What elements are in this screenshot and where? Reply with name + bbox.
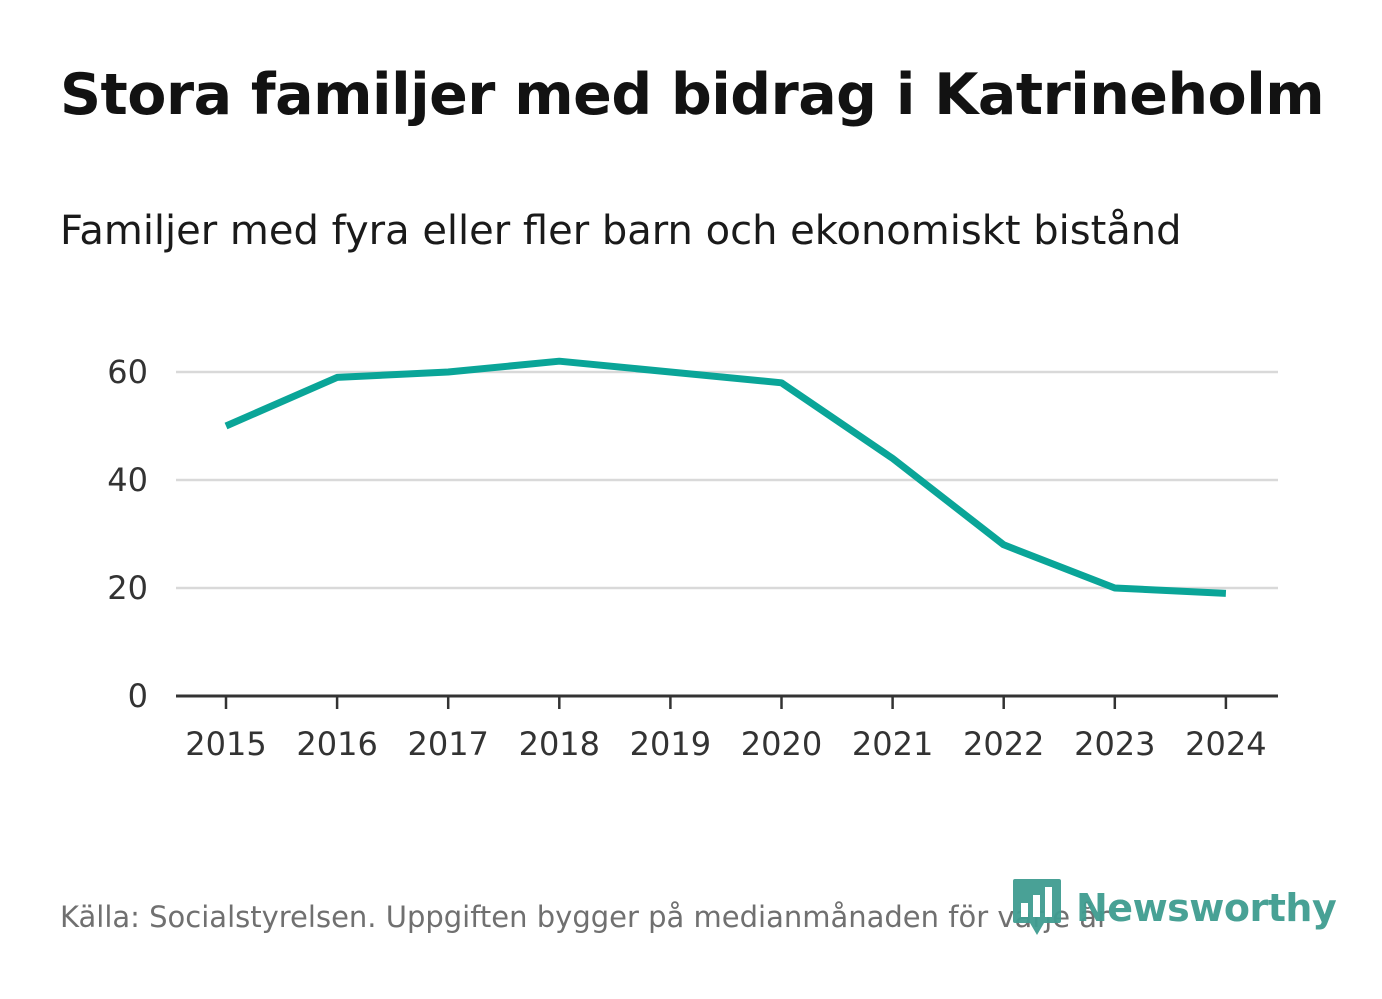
y-tick-label-40: 40: [107, 461, 148, 499]
x-tick-label-2023: 2023: [1074, 725, 1155, 763]
grid-layer: [176, 370, 1278, 590]
y-tick-label-20: 20: [107, 569, 148, 607]
x-tick-label-2019: 2019: [630, 725, 711, 763]
newsworthy-logo[interactable]: Newsworthy: [1012, 878, 1337, 938]
x-tick-label-2015: 2015: [185, 725, 266, 763]
source-note: Källa: Socialstyrelsen. Uppgiften bygger…: [60, 900, 1109, 934]
x-tick-label-2020: 2020: [741, 725, 822, 763]
x-tick-label-2021: 2021: [852, 725, 933, 763]
x-tick-label-2017: 2017: [407, 725, 488, 763]
chart-subtitle: Familjer med fyra eller fler barn och ek…: [60, 208, 1182, 254]
x-tick-label-2022: 2022: [963, 725, 1044, 763]
axis-layer: 0 20 40 60 2015 2016 2017 2018 2019 2020 2021 2022 2…: [107, 353, 1278, 763]
x-tick-label-2018: 2018: [519, 725, 600, 763]
x-tick-label-2016: 2016: [296, 725, 377, 763]
y-tick-label-0: 0: [128, 677, 148, 715]
newsworthy-logo-icon: [1013, 879, 1061, 935]
x-tick-label-2024: 2024: [1185, 725, 1266, 763]
series-layer: [224, 357, 1227, 597]
chart-title: Stora familjer med bidrag i Katrineholm: [60, 62, 1325, 128]
newsworthy-logo-text: Newsworthy: [1076, 886, 1337, 930]
y-tick-label-60: 60: [107, 353, 148, 391]
series-line-0: [224, 357, 1227, 597]
